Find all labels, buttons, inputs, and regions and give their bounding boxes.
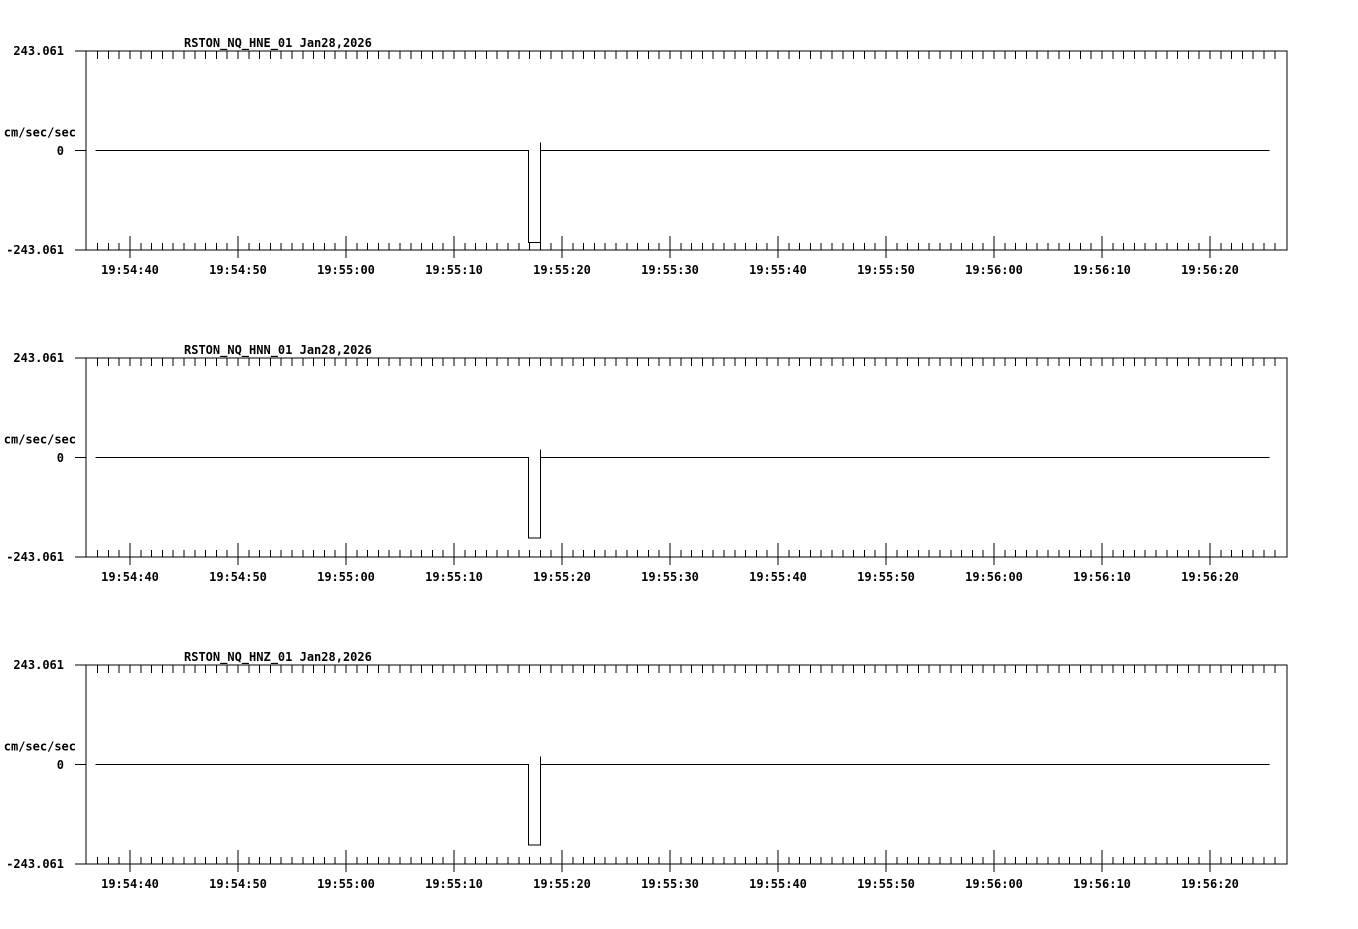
x-minor-ticks-bottom <box>97 550 1276 557</box>
x-tick-label: 19:56:10 <box>1073 570 1131 584</box>
x-tick-label: 19:54:40 <box>101 877 159 891</box>
x-tick-label: 19:55:20 <box>533 877 591 891</box>
x-major-ticks <box>129 543 1211 565</box>
x-tick-label: 19:56:10 <box>1073 263 1131 277</box>
x-major-ticks <box>129 850 1211 872</box>
x-tick-label: 19:55:50 <box>857 263 915 277</box>
panel-title: RSTON_NQ_HNZ_01 Jan28,2026 <box>184 650 372 665</box>
x-minor-ticks-top <box>97 51 1276 59</box>
y-axis-ticks <box>75 664 86 865</box>
waveform-trace-hne <box>95 142 1270 244</box>
x-tick-label: 19:56:20 <box>1181 570 1239 584</box>
x-minor-ticks-bottom <box>97 243 1276 250</box>
x-tick-label: 19:55:50 <box>857 877 915 891</box>
y-tick-label-max: 243.061 <box>13 351 64 365</box>
x-tick-label: 19:55:40 <box>749 570 807 584</box>
y-axis-unit-label: cm/sec/sec <box>4 433 76 447</box>
x-tick-label: 19:55:10 <box>425 877 483 891</box>
x-tick-label: 19:55:10 <box>425 570 483 584</box>
y-axis-ticks <box>75 357 86 558</box>
y-axis-unit-label: cm/sec/sec <box>4 126 76 140</box>
x-tick-label: 19:55:30 <box>641 877 699 891</box>
x-minor-ticks-bottom <box>97 857 1276 864</box>
x-tick-label: 19:54:50 <box>209 263 267 277</box>
y-tick-label-zero: 0 <box>57 451 64 465</box>
waveform-trace-hnn <box>95 449 1270 539</box>
x-tick-label: 19:56:00 <box>965 877 1023 891</box>
y-tick-label-min: -243.061 <box>6 857 64 871</box>
x-tick-label: 19:54:50 <box>209 877 267 891</box>
x-tick-label: 19:55:10 <box>425 263 483 277</box>
y-axis-ticks <box>75 50 86 251</box>
x-tick-label: 19:54:40 <box>101 263 159 277</box>
x-tick-label: 19:55:00 <box>317 877 375 891</box>
x-tick-label: 19:55:00 <box>317 263 375 277</box>
x-tick-label: 19:55:30 <box>641 263 699 277</box>
y-axis-unit-label: cm/sec/sec <box>4 740 76 754</box>
seismogram-panel-hne: RSTON_NQ_HNE_01 Jan28,2026 243.061 cm/sec/… <box>4 36 1288 277</box>
x-tick-label: 19:56:20 <box>1181 263 1239 277</box>
x-tick-label: 19:55:30 <box>641 570 699 584</box>
panel-title: RSTON_NQ_HNN_01 Jan28,2026 <box>184 343 372 358</box>
y-tick-label-zero: 0 <box>57 144 64 158</box>
seismogram-panel-hnz: RSTON_NQ_HNZ_01 Jan28,2026 243.061 cm/sec/… <box>4 650 1288 891</box>
x-tick-label: 19:55:20 <box>533 263 591 277</box>
x-tick-label: 19:55:40 <box>749 877 807 891</box>
waveform-trace-hnz <box>95 756 1270 846</box>
x-tick-label: 19:56:00 <box>965 570 1023 584</box>
y-tick-label-zero: 0 <box>57 758 64 772</box>
y-tick-label-min: -243.061 <box>6 550 64 564</box>
x-tick-label: 19:55:50 <box>857 570 915 584</box>
y-tick-label-min: -243.061 <box>6 243 64 257</box>
x-minor-ticks-top <box>97 358 1276 366</box>
x-tick-label: 19:54:40 <box>101 570 159 584</box>
x-tick-label: 19:55:00 <box>317 570 375 584</box>
x-tick-label: 19:56:20 <box>1181 877 1239 891</box>
x-tick-label: 19:55:40 <box>749 263 807 277</box>
y-tick-label-max: 243.061 <box>13 44 64 58</box>
x-tick-label: 19:54:50 <box>209 570 267 584</box>
x-tick-label: 19:56:00 <box>965 263 1023 277</box>
seismogram-panel-hnn: RSTON_NQ_HNN_01 Jan28,2026 243.061 cm/sec/… <box>4 343 1288 584</box>
panel-title: RSTON_NQ_HNE_01 Jan28,2026 <box>184 36 372 51</box>
x-major-ticks <box>129 236 1211 258</box>
x-tick-label: 19:56:10 <box>1073 877 1131 891</box>
x-minor-ticks-top <box>97 665 1276 673</box>
y-tick-label-max: 243.061 <box>13 658 64 672</box>
x-tick-label: 19:55:20 <box>533 570 591 584</box>
